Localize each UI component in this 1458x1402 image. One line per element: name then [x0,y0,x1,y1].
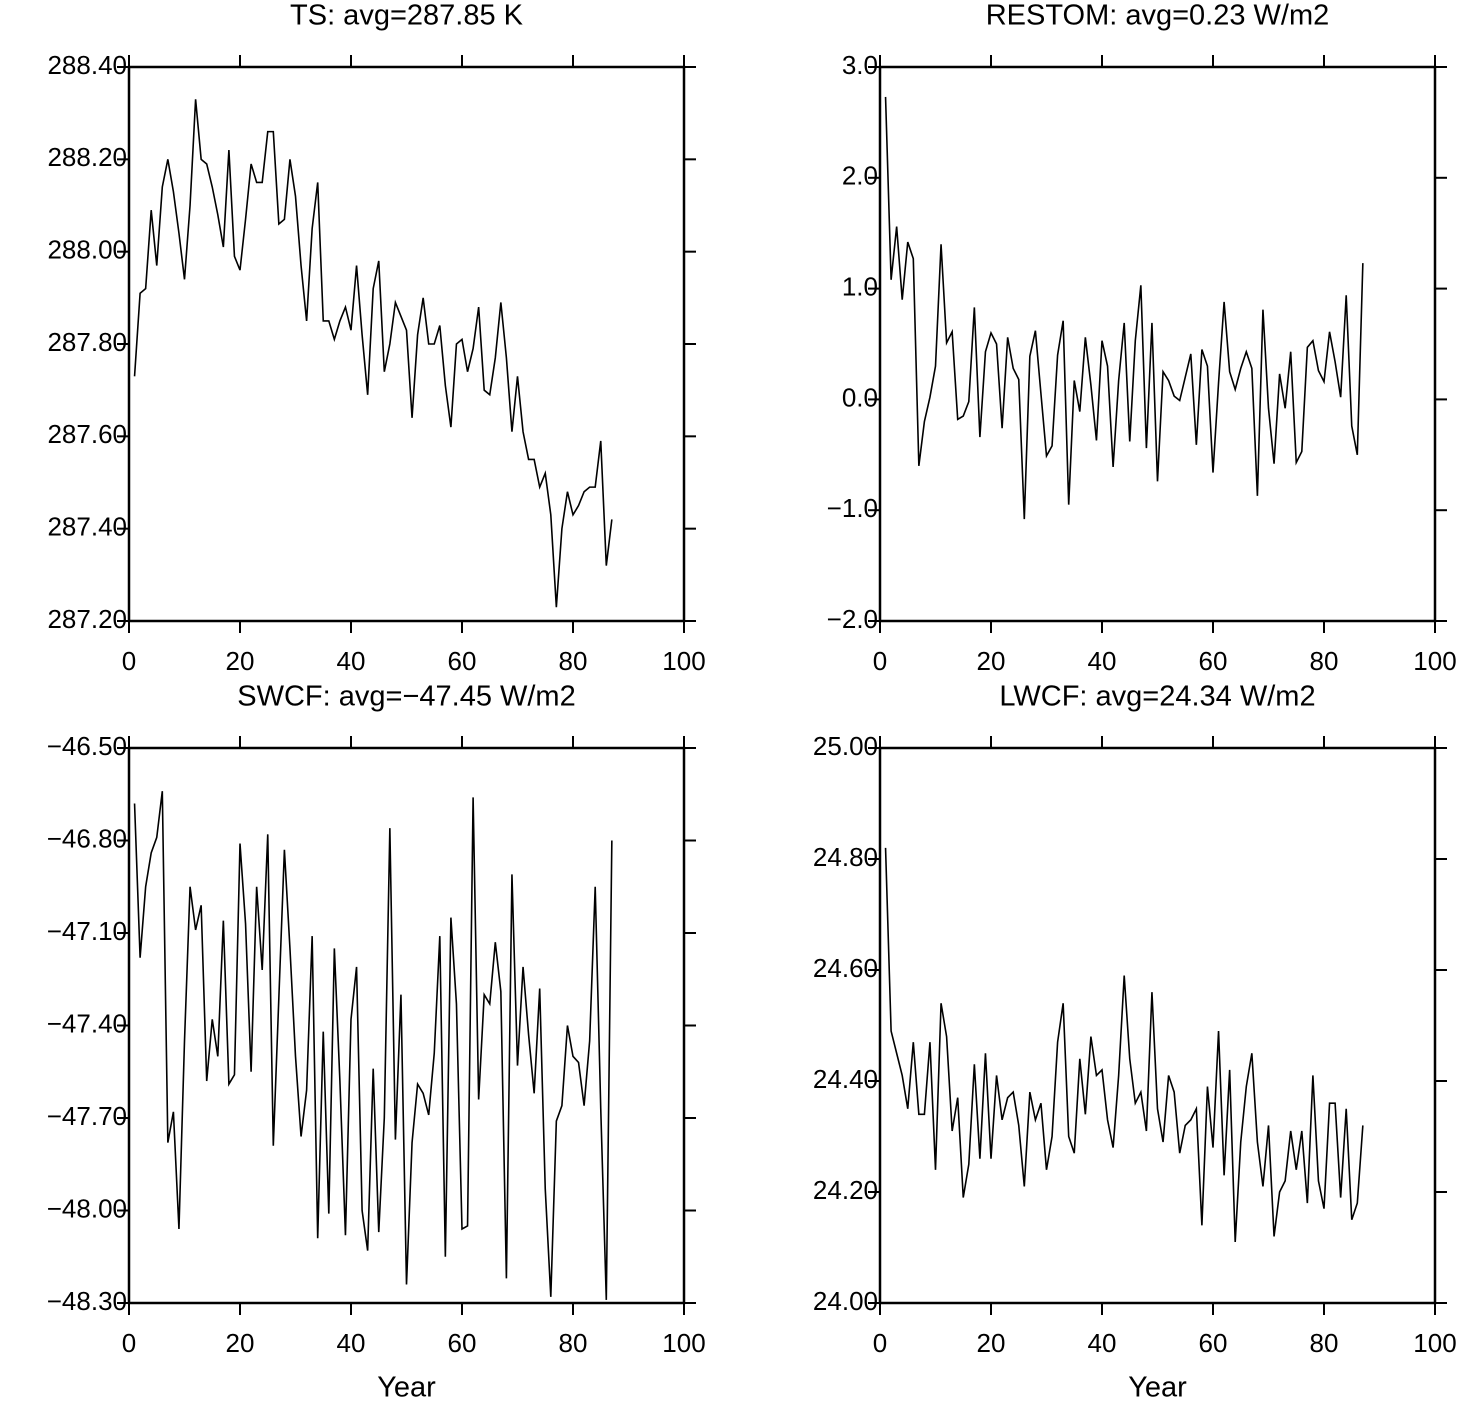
y-tick-label: −47.10 [47,916,127,946]
chart-title: LWCF: avg=24.34 W/m2 [999,681,1315,713]
x-tick-label: 40 [337,1328,366,1358]
x-tick-label: 0 [122,1328,136,1358]
x-tick-label: 60 [1199,1328,1228,1358]
plot-frame [878,65,1437,623]
y-tick-label: −48.30 [47,1286,127,1316]
chart-title: TS: avg=287.85 K [290,0,524,32]
y-tick-label: −46.80 [47,823,127,853]
y-tick-label: −2.0 [827,604,878,634]
x-tick-label: 60 [1199,646,1228,676]
x-tick-label: 40 [1088,1328,1117,1358]
x-tick-label: 60 [448,646,477,676]
x-tick-label: 60 [448,1328,477,1358]
y-tick-label: −47.70 [47,1101,127,1131]
x-tick-label: 0 [873,1328,887,1358]
x-tick-label: 40 [337,646,366,676]
y-tick-label: 24.20 [813,1175,878,1205]
x-tick-label: 40 [1088,646,1117,676]
x-tick-label: 20 [226,646,255,676]
plot-frame [878,746,1437,1305]
x-tick-label: 100 [1413,1328,1456,1358]
y-tick-label: 25.00 [813,731,878,761]
y-tick-label: 288.20 [47,142,127,172]
x-tick-label: 80 [1310,1328,1339,1358]
x-tick-label: 0 [873,646,887,676]
x-tick-label: 80 [559,1328,588,1358]
y-tick-label: −1.0 [827,493,878,523]
y-tick-label: 287.20 [47,604,127,634]
y-tick-label: −46.50 [47,731,127,761]
x-tick-label: 20 [226,1328,255,1358]
y-tick-label: −48.00 [47,1193,127,1223]
y-tick-label: 0.0 [842,382,878,412]
x-tick-label: 20 [977,1328,1006,1358]
x-tick-label: 100 [662,1328,705,1358]
chart-title: RESTOM: avg=0.23 W/m2 [986,0,1330,32]
y-tick-label: 24.60 [813,953,878,983]
y-tick-label: 24.80 [813,842,878,872]
x-tick-label: 100 [662,646,705,676]
data-line [133,791,613,1300]
y-tick-label: 24.00 [813,1286,878,1316]
y-tick-label: 287.80 [47,327,127,357]
x-tick-label: 0 [122,646,136,676]
y-tick-label: 288.00 [47,235,127,265]
y-tick-label: 287.40 [47,512,127,542]
y-tick-label: 2.0 [842,161,878,191]
x-tick-label: 80 [1310,646,1339,676]
x-axis-label: Year [1128,1372,1187,1402]
y-tick-label: 287.60 [47,419,127,449]
x-tick-label: 100 [1413,646,1456,676]
data-line [884,847,1364,1242]
y-tick-label: 1.0 [842,271,878,301]
y-tick-label: 288.40 [47,50,127,80]
plot-frame [127,65,686,623]
y-tick-label: 24.40 [813,1064,878,1094]
data-line [133,99,613,608]
chart-title: SWCF: avg=−47.45 W/m2 [237,681,575,713]
x-tick-label: 20 [977,646,1006,676]
x-axis-label: Year [377,1372,436,1402]
data-line [884,96,1364,520]
y-tick-label: −47.40 [47,1008,127,1038]
x-tick-label: 80 [559,646,588,676]
y-tick-label: 3.0 [842,50,878,80]
